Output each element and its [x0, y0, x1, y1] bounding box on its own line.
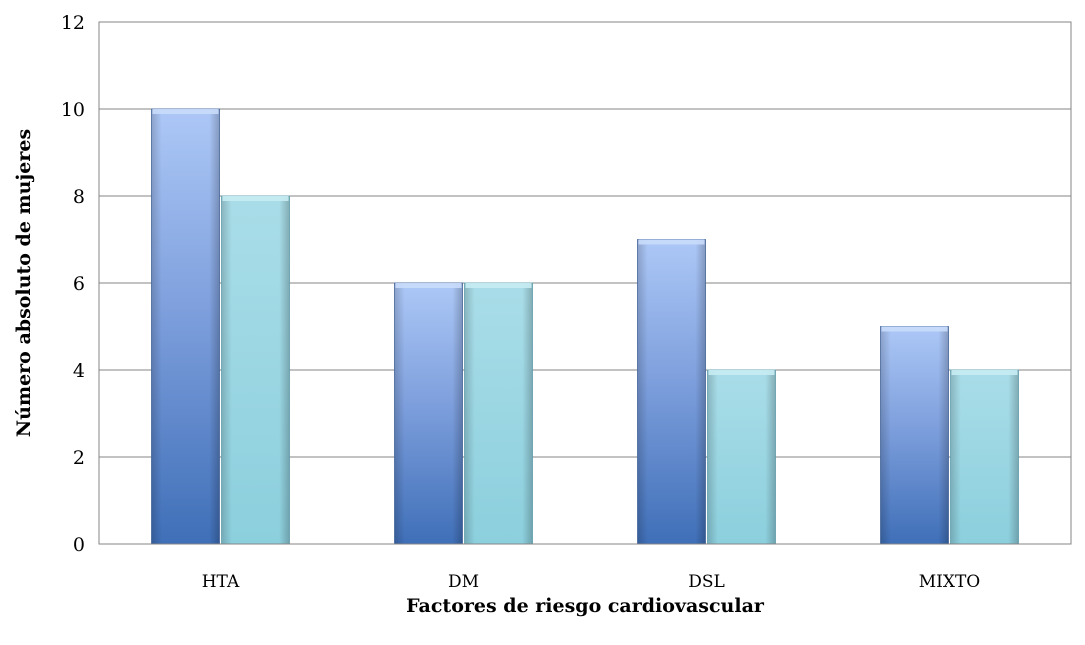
y-tick-label: 8 [73, 186, 85, 208]
bar [880, 326, 949, 545]
axes [98, 21, 1072, 545]
bar-shade [637, 239, 706, 544]
x-tick-labels: HTA DM DSL MIXTO [202, 572, 981, 592]
x-axis-title: Factores de riesgo cardiovascular [406, 595, 765, 617]
bar-cap [222, 196, 289, 201]
bar-cap [465, 283, 532, 288]
bar [394, 282, 463, 545]
bar-shade [950, 370, 1019, 544]
bar [221, 195, 290, 545]
bar-cap [708, 370, 775, 375]
bar [464, 282, 533, 545]
bar [950, 369, 1019, 545]
bar-cap [152, 109, 219, 114]
bar [151, 108, 220, 545]
bar-cap [881, 326, 948, 332]
bar-shade [880, 326, 949, 544]
bar [637, 239, 706, 545]
y-tick-label: 4 [73, 360, 85, 382]
bars [151, 108, 1019, 545]
bar-shade [707, 370, 776, 544]
x-tick-label: HTA [202, 572, 240, 592]
plot-area-frame [98, 21, 1072, 545]
bar-shade [394, 283, 463, 544]
bar-shade [464, 283, 533, 544]
y-tick-label: 12 [61, 12, 85, 34]
bar-shade [151, 109, 220, 544]
y-tick-labels: 0 2 4 6 8 10 12 [61, 12, 85, 556]
x-tick-label: DM [448, 572, 479, 592]
y-tick-label: 10 [61, 99, 85, 121]
y-tick-label: 2 [73, 447, 85, 469]
bar-cap [395, 283, 462, 288]
bar [707, 369, 776, 545]
x-tick-label: DSL [688, 572, 725, 592]
bar-shade [221, 196, 290, 544]
y-axis-title: Número absoluto de mujeres [13, 129, 35, 437]
y-tick-label: 0 [73, 534, 85, 556]
y-tick-label: 6 [73, 273, 85, 295]
x-tick-label: MIXTO [919, 572, 981, 592]
bar-cap [951, 370, 1018, 375]
bar-cap [638, 239, 705, 245]
